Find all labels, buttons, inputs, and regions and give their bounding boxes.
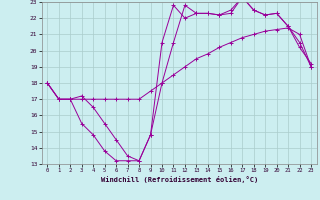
X-axis label: Windchill (Refroidissement éolien,°C): Windchill (Refroidissement éolien,°C) xyxy=(100,176,258,183)
